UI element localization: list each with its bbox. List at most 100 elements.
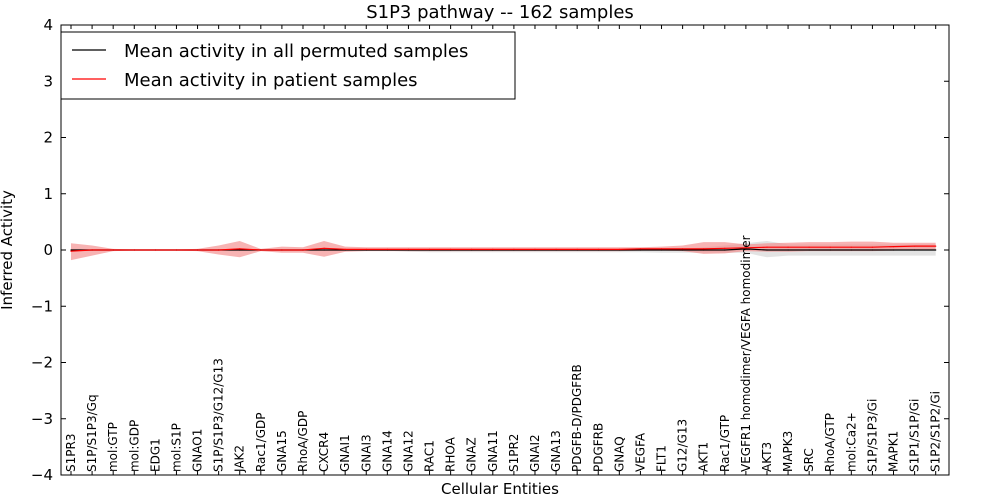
point-patient-11 xyxy=(302,249,304,251)
point-patient-7 xyxy=(218,249,220,251)
point-patient-9 xyxy=(260,249,262,251)
x-tick-label-cxcr4: CXCR4 xyxy=(317,432,331,472)
x-axis-label: Cellular Entities xyxy=(441,480,559,498)
x-tick-label-akt3: AKT3 xyxy=(760,442,774,472)
point-patient-17 xyxy=(428,248,431,250)
x-tick-label-rhoa-gdp: RhoA/GDP xyxy=(296,411,310,472)
point-patient-10 xyxy=(281,249,283,251)
legend: Mean activity in all permuted samples Me… xyxy=(60,31,516,100)
x-tick-label-pdgfrb: PDGFRB xyxy=(591,423,605,472)
point-patient-4 xyxy=(154,249,156,251)
point-permuted-0 xyxy=(70,249,72,251)
point-permuted-32 xyxy=(745,248,747,250)
y-axis-label: Inferred Activity xyxy=(0,190,16,310)
point-patient-30 xyxy=(703,248,705,250)
point-permuted-39 xyxy=(892,249,895,251)
y-tick-label-5: 1 xyxy=(43,185,53,203)
x-tick-label-vegfa: VEGFA xyxy=(633,432,647,472)
point-patient-19 xyxy=(471,248,473,250)
x-tick-label-mol-gtp: mol:GTP xyxy=(106,422,120,472)
x-tick-label-mapk1: MAPK1 xyxy=(887,431,901,472)
x-tick-label-gna11: GNA11 xyxy=(486,430,500,472)
x-tick-label-rhoa: RHOA xyxy=(444,436,458,472)
point-patient-8 xyxy=(239,248,241,250)
legend-box xyxy=(60,31,516,100)
y-tick-label-0: −4 xyxy=(31,466,53,484)
point-permuted-34 xyxy=(787,249,789,251)
point-patient-37 xyxy=(850,246,852,248)
x-tick-label-mol-gdp: mol:GDP xyxy=(127,420,141,472)
point-permuted-33 xyxy=(766,249,768,251)
x-tick-label-mapk3: MAPK3 xyxy=(781,431,795,472)
point-permuted-31 xyxy=(724,249,726,251)
x-tick-label-s1p2-s1p2-gi: S1P2/S1P2/Gi xyxy=(929,391,943,472)
x-tick-label-mol-ca2: mol:Ca2+ xyxy=(844,412,858,472)
x-tick-label-vegfr1-homodimer-vegfa-homodimer: VEGFR1 homodimer/VEGFA homodimer xyxy=(739,235,753,472)
point-permuted-35 xyxy=(808,249,810,251)
x-tick-label-s1p1-s1p-gi: S1P1/S1P/Gi xyxy=(908,399,922,472)
x-tick-label-rac1-gtp: Rac1/GTP xyxy=(718,415,732,472)
point-permuted-30 xyxy=(703,249,705,251)
point-permuted-36 xyxy=(829,249,831,251)
x-tick-label-jak2: JAK2 xyxy=(233,445,247,473)
point-patient-13 xyxy=(344,248,346,250)
x-tick-label-rac1-gdp: Rac1/GDP xyxy=(254,413,268,472)
y-tick-label-2: −2 xyxy=(31,354,53,372)
point-patient-39 xyxy=(892,246,895,248)
series-lines xyxy=(70,245,937,252)
x-tick-label-gnai3: GNAI3 xyxy=(359,434,373,472)
point-patient-33 xyxy=(766,246,768,248)
x-tick-label-gna14: GNA14 xyxy=(380,430,394,472)
point-patient-20 xyxy=(492,248,494,250)
x-tick-label-s1p-s1p3-gi: S1P/S1P3/Gi xyxy=(865,399,879,472)
point-patient-1 xyxy=(91,249,93,251)
point-patient-18 xyxy=(450,248,452,250)
point-patient-35 xyxy=(808,246,810,248)
point-patient-32 xyxy=(745,247,747,249)
x-tick-label-gnao1: GNAO1 xyxy=(191,429,205,472)
point-patient-23 xyxy=(555,248,557,250)
x-tick-label-edg1: EDG1 xyxy=(148,438,162,472)
point-patient-40 xyxy=(914,245,916,247)
point-patient-16 xyxy=(407,248,409,250)
point-patient-28 xyxy=(660,248,663,250)
point-patient-21 xyxy=(513,248,515,250)
x-tick-label-gnai2: GNAI2 xyxy=(528,434,542,472)
point-patient-41 xyxy=(935,245,937,247)
point-patient-27 xyxy=(639,248,642,250)
x-tick-label-gnaq: GNAQ xyxy=(612,436,626,472)
x-tick-label-gnai1: GNAI1 xyxy=(338,434,352,472)
x-tick-label-mol-s1p: mol:S1P xyxy=(169,423,183,472)
x-tick-label-g12-g13: G12/G13 xyxy=(676,419,690,472)
y-tick-label-3: −1 xyxy=(31,297,53,315)
point-permuted-41 xyxy=(935,249,937,251)
y-tick-label-1: −3 xyxy=(31,410,53,428)
x-tick-label-gna13: GNA13 xyxy=(549,430,563,472)
x-tick-label-gna12: GNA12 xyxy=(401,430,415,472)
point-patient-3 xyxy=(133,249,135,251)
point-permuted-38 xyxy=(871,249,874,251)
x-tick-label-akt1: AKT1 xyxy=(697,442,711,472)
point-patient-31 xyxy=(724,247,726,249)
point-patient-24 xyxy=(576,248,578,250)
x-tick-label-gnaz: GNAZ xyxy=(465,437,479,472)
point-patient-22 xyxy=(534,248,536,250)
point-patient-14 xyxy=(365,248,367,250)
point-patient-2 xyxy=(112,249,114,251)
legend-label-patient: Mean activity in patient samples xyxy=(124,70,418,91)
x-tick-label-rhoa-gtp: RhoA/GTP xyxy=(823,413,837,472)
y-tick-label-7: 3 xyxy=(43,72,53,90)
point-permuted-12 xyxy=(323,249,325,251)
point-patient-29 xyxy=(682,248,684,250)
line-patient xyxy=(70,245,936,252)
chart-title: S1P3 pathway -- 162 samples xyxy=(366,2,634,23)
point-permuted-28 xyxy=(660,249,663,251)
point-permuted-37 xyxy=(850,249,852,251)
point-patient-6 xyxy=(196,249,199,251)
y-axis-ticks: −4 −3 −2 −1 0 1 2 3 4 xyxy=(31,16,949,484)
x-tick-label-src: SRC xyxy=(802,448,816,472)
point-patient-26 xyxy=(618,248,620,250)
x-tick-label-s1p-s1p3-g12-g13: S1P/S1P3/G12/G13 xyxy=(212,358,226,472)
x-tick-label-s1pr2: S1PR2 xyxy=(507,434,521,472)
